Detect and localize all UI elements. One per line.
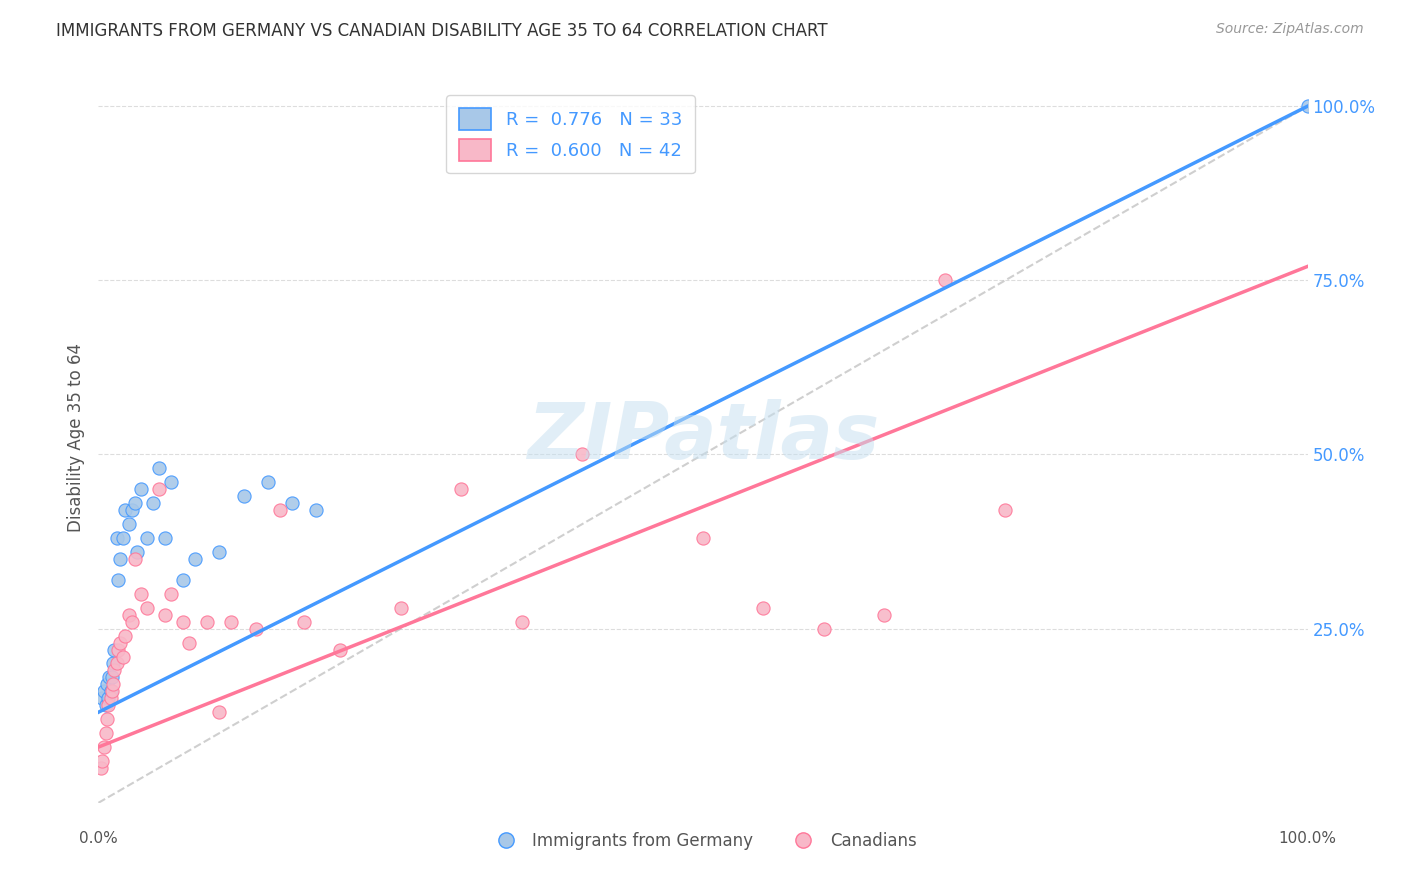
Point	[108, 552, 131, 566]
Point	[172, 573, 194, 587]
Point	[111, 531, 134, 545]
Point	[292, 615, 315, 629]
Text: 100.0%: 100.0%	[1278, 831, 1337, 846]
Point	[98, 670, 121, 684]
Point	[90, 761, 112, 775]
Point	[752, 600, 775, 615]
Point	[96, 712, 118, 726]
Point	[153, 531, 176, 545]
Point	[124, 496, 146, 510]
Point	[692, 531, 714, 545]
Point	[91, 691, 114, 706]
Point	[91, 754, 114, 768]
Point	[160, 587, 183, 601]
Point	[97, 698, 120, 713]
Point	[114, 503, 136, 517]
Point	[184, 552, 207, 566]
Point	[105, 657, 128, 671]
Point	[245, 622, 267, 636]
Point	[135, 600, 157, 615]
Point	[124, 552, 146, 566]
Point	[934, 273, 956, 287]
Point	[118, 517, 141, 532]
Point	[129, 483, 152, 497]
Point	[148, 483, 170, 497]
Point	[208, 705, 231, 719]
Point	[269, 503, 291, 517]
Point	[103, 642, 125, 657]
Point	[172, 615, 194, 629]
Text: Source: ZipAtlas.com: Source: ZipAtlas.com	[1216, 22, 1364, 37]
Point	[101, 657, 124, 671]
Point	[100, 670, 122, 684]
Point	[195, 615, 218, 629]
Y-axis label: Disability Age 35 to 64: Disability Age 35 to 64	[66, 343, 84, 532]
Point	[93, 684, 115, 698]
Point	[389, 600, 412, 615]
Point	[100, 691, 122, 706]
Point	[148, 461, 170, 475]
Point	[160, 475, 183, 490]
Point	[94, 698, 117, 713]
Point	[103, 664, 125, 678]
Point	[232, 489, 254, 503]
Point	[93, 740, 115, 755]
Point	[121, 615, 143, 629]
Point	[571, 448, 593, 462]
Point	[101, 677, 124, 691]
Point	[221, 615, 243, 629]
Point	[97, 691, 120, 706]
Point	[994, 503, 1017, 517]
Point	[873, 607, 896, 622]
Point	[305, 503, 328, 517]
Point	[450, 483, 472, 497]
Point	[153, 607, 176, 622]
Point	[96, 677, 118, 691]
Point	[105, 531, 128, 545]
Point	[127, 545, 149, 559]
Point	[1296, 99, 1319, 113]
Text: 0.0%: 0.0%	[79, 831, 118, 846]
Point	[142, 496, 165, 510]
Point	[118, 607, 141, 622]
Point	[256, 475, 278, 490]
Point	[135, 531, 157, 545]
Point	[813, 622, 835, 636]
Point	[281, 496, 304, 510]
Legend: Immigrants from Germany, Canadians: Immigrants from Germany, Canadians	[482, 825, 924, 856]
Point	[100, 684, 122, 698]
Point	[111, 649, 134, 664]
Text: IMMIGRANTS FROM GERMANY VS CANADIAN DISABILITY AGE 35 TO 64 CORRELATION CHART: IMMIGRANTS FROM GERMANY VS CANADIAN DISA…	[56, 22, 828, 40]
Point	[100, 684, 122, 698]
Point	[179, 635, 201, 649]
Point	[107, 642, 129, 657]
Text: ZIPatlas: ZIPatlas	[527, 399, 879, 475]
Point	[329, 642, 352, 657]
Point	[208, 545, 231, 559]
Point	[94, 726, 117, 740]
Point	[121, 503, 143, 517]
Point	[108, 635, 131, 649]
Point	[510, 615, 533, 629]
Point	[129, 587, 152, 601]
Point	[114, 629, 136, 643]
Point	[107, 573, 129, 587]
